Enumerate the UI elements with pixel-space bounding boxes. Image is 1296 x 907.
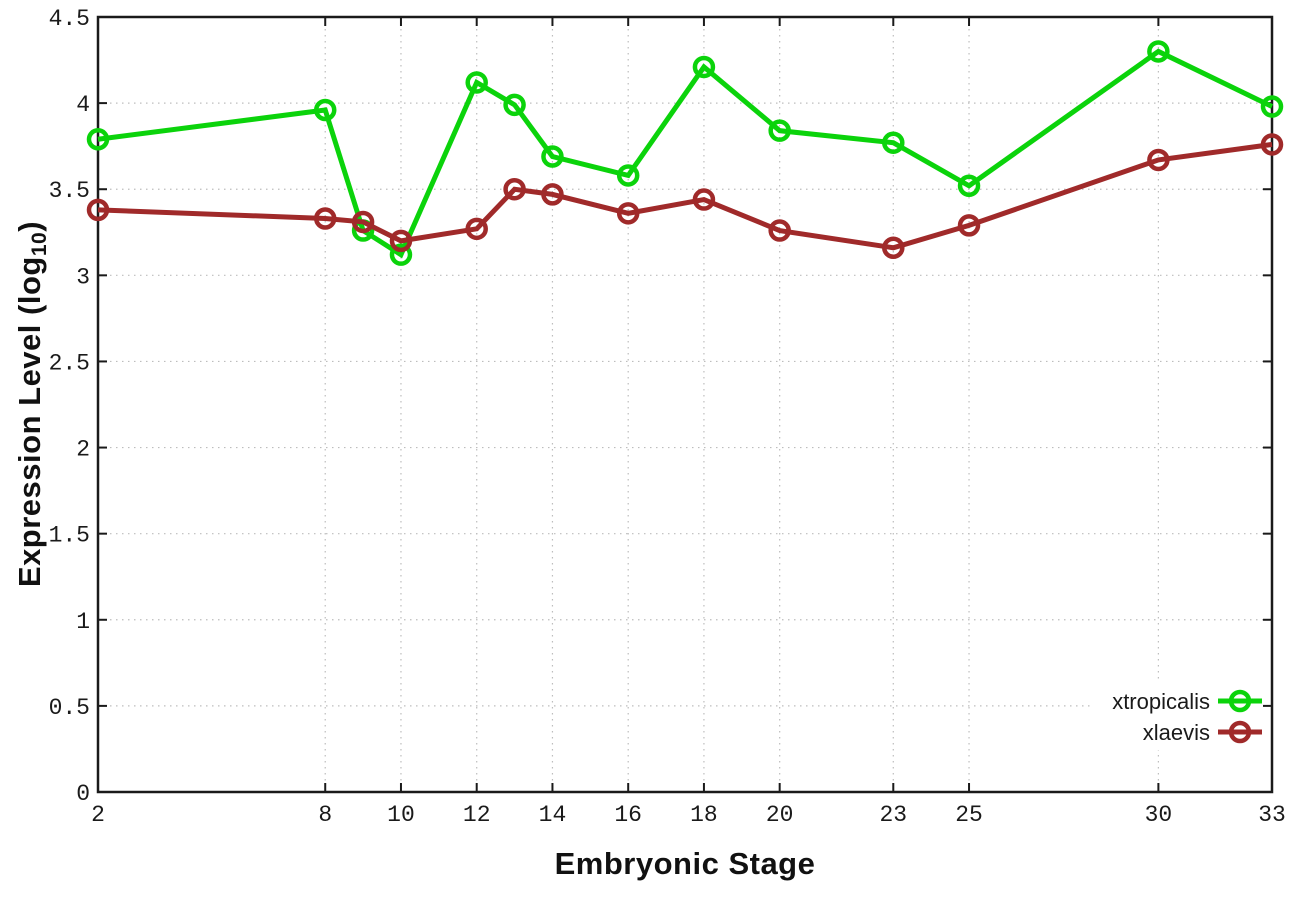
data-point-xtropicalis-stage-20 [768,119,791,142]
data-point-xtropicalis-stage-13 [503,93,526,117]
y-tick-label: 2.5 [49,350,90,376]
legend-sample-marker-xtropicalis [1228,689,1252,713]
x-axis-title: Embryonic Stage [554,846,816,881]
y-tick-label: 4 [76,92,90,118]
data-point-xtropicalis-stage-23 [882,131,905,154]
data-point-xlaevis-stage-14 [541,183,564,206]
y-axis-title-close-paren: ) [12,220,47,232]
data-point-xtropicalis-stage-2 [86,128,110,151]
y-tick-label: 4.5 [49,6,90,32]
data-point-xlaevis-stage-23 [882,236,905,260]
x-tick-label: 16 [614,802,642,828]
data-point-xtropicalis-stage-25 [957,174,981,198]
x-tick-label: 18 [690,802,718,828]
y-tick-label: 0 [76,781,90,807]
data-point-xtropicalis-stage-8 [313,98,337,122]
x-tick-label: 30 [1145,802,1173,828]
y-tick-label: 3.5 [49,178,90,204]
legend-label-xtropicalis: xtropicalis [1112,689,1210,714]
x-tick-label: 12 [463,802,491,828]
data-point-xtropicalis-stage-14 [541,145,564,168]
y-tick-label: 1 [76,609,90,635]
data-point-xlaevis-stage-20 [768,219,791,242]
data-point-xlaevis-stage-18 [692,188,716,211]
x-tick-label: 2 [91,802,105,828]
x-tick-label: 8 [318,802,332,828]
legend-sample-marker-xlaevis [1228,720,1252,744]
data-point-xlaevis-stage-10 [389,229,413,253]
plot-border [96,15,1274,794]
y-tick-label: 0.5 [49,695,90,721]
y-tick-label: 2 [76,437,90,463]
x-tick-label: 20 [766,802,794,828]
data-point-xlaevis-stage-16 [616,202,640,225]
y-axis-title-subscript: 10 [27,231,51,257]
data-point-xtropicalis-stage-12 [465,71,488,94]
data-point-xtropicalis-stage-18 [692,55,716,79]
x-tick-label: 14 [539,802,567,828]
x-tick-label: 10 [387,802,415,828]
data-point-xtropicalis-stage-16 [616,164,640,187]
y-axis-title-text: Expression Level (log [12,256,47,588]
y-tick-label: 1.5 [49,523,90,549]
data-point-xlaevis-stage-33 [1260,133,1284,156]
x-tick-label: 33 [1258,802,1286,828]
data-point-xlaevis-stage-2 [86,198,110,222]
x-tick-label: 23 [879,802,907,828]
data-point-xtropicalis-stage-30 [1147,40,1170,63]
data-point-xtropicalis-stage-10 [389,243,413,266]
x-tick-label: 25 [955,802,983,828]
legend-label-xlaevis: xlaevis [1143,720,1210,745]
data-point-xlaevis-stage-9 [351,210,375,234]
data-point-xlaevis-stage-30 [1147,148,1170,172]
data-point-xlaevis-stage-8 [313,207,337,230]
y-tick-label: 3 [76,264,90,290]
data-point-xtropicalis-stage-33 [1260,95,1284,118]
data-point-xlaevis-stage-12 [465,217,488,241]
y-axis-title: Expression Level (log10) [8,104,52,704]
data-point-xlaevis-stage-25 [957,214,981,237]
data-point-xlaevis-stage-13 [503,177,526,201]
